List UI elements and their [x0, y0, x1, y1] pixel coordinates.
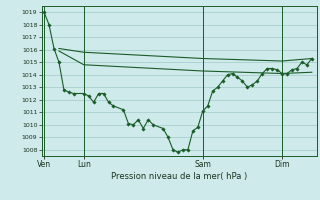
X-axis label: Pression niveau de la mer( hPa ): Pression niveau de la mer( hPa )	[111, 172, 247, 181]
